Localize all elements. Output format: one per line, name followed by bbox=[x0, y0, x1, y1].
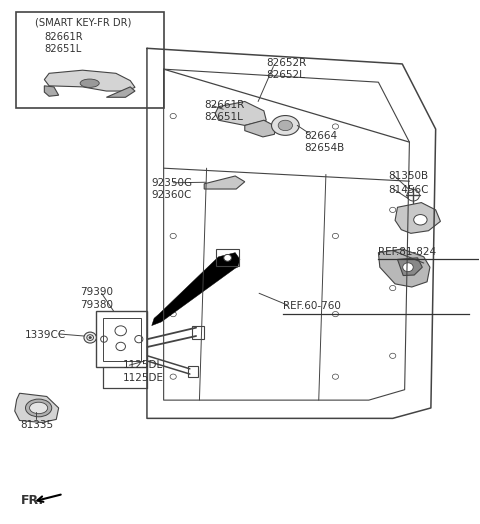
Ellipse shape bbox=[414, 214, 427, 225]
Text: 82661R
82651L: 82661R 82651L bbox=[44, 31, 83, 54]
Ellipse shape bbox=[89, 336, 91, 339]
Ellipse shape bbox=[224, 255, 231, 261]
Polygon shape bbox=[15, 394, 59, 422]
Polygon shape bbox=[107, 87, 135, 97]
Text: 79390
79380: 79390 79380 bbox=[80, 287, 113, 310]
Polygon shape bbox=[245, 120, 276, 137]
Bar bbox=[188, 366, 198, 377]
Text: REF.81-824: REF.81-824 bbox=[378, 247, 436, 257]
Bar bbox=[216, 249, 239, 266]
Text: FR.: FR. bbox=[21, 494, 44, 507]
Text: (SMART KEY-FR DR): (SMART KEY-FR DR) bbox=[35, 17, 131, 27]
Polygon shape bbox=[152, 253, 240, 325]
Text: 82661R
82651L: 82661R 82651L bbox=[204, 100, 244, 122]
Ellipse shape bbox=[30, 402, 48, 413]
Ellipse shape bbox=[278, 120, 292, 130]
Polygon shape bbox=[44, 86, 59, 96]
Text: 1125DL
1125DE: 1125DL 1125DE bbox=[123, 361, 164, 383]
Ellipse shape bbox=[403, 263, 413, 271]
Ellipse shape bbox=[84, 332, 96, 343]
Polygon shape bbox=[44, 70, 135, 91]
Text: REF.60-760: REF.60-760 bbox=[283, 301, 341, 311]
Text: 92350G
92360C: 92350G 92360C bbox=[152, 178, 193, 200]
Ellipse shape bbox=[25, 399, 52, 417]
FancyBboxPatch shape bbox=[16, 12, 164, 108]
Ellipse shape bbox=[272, 115, 299, 135]
Text: 1339CC: 1339CC bbox=[25, 330, 67, 340]
Ellipse shape bbox=[80, 79, 99, 88]
Polygon shape bbox=[395, 203, 441, 233]
Polygon shape bbox=[215, 102, 266, 125]
Text: 81350B: 81350B bbox=[388, 171, 428, 181]
Text: 81335: 81335 bbox=[21, 420, 54, 430]
Polygon shape bbox=[378, 249, 430, 287]
Text: 82652R
82652L: 82652R 82652L bbox=[266, 58, 307, 80]
Text: 82664
82654B: 82664 82654B bbox=[304, 131, 345, 154]
Bar bbox=[96, 311, 147, 367]
Bar bbox=[103, 318, 141, 361]
Polygon shape bbox=[397, 258, 422, 276]
Polygon shape bbox=[204, 176, 245, 189]
Text: 81456C: 81456C bbox=[388, 185, 429, 195]
Bar bbox=[192, 325, 204, 339]
